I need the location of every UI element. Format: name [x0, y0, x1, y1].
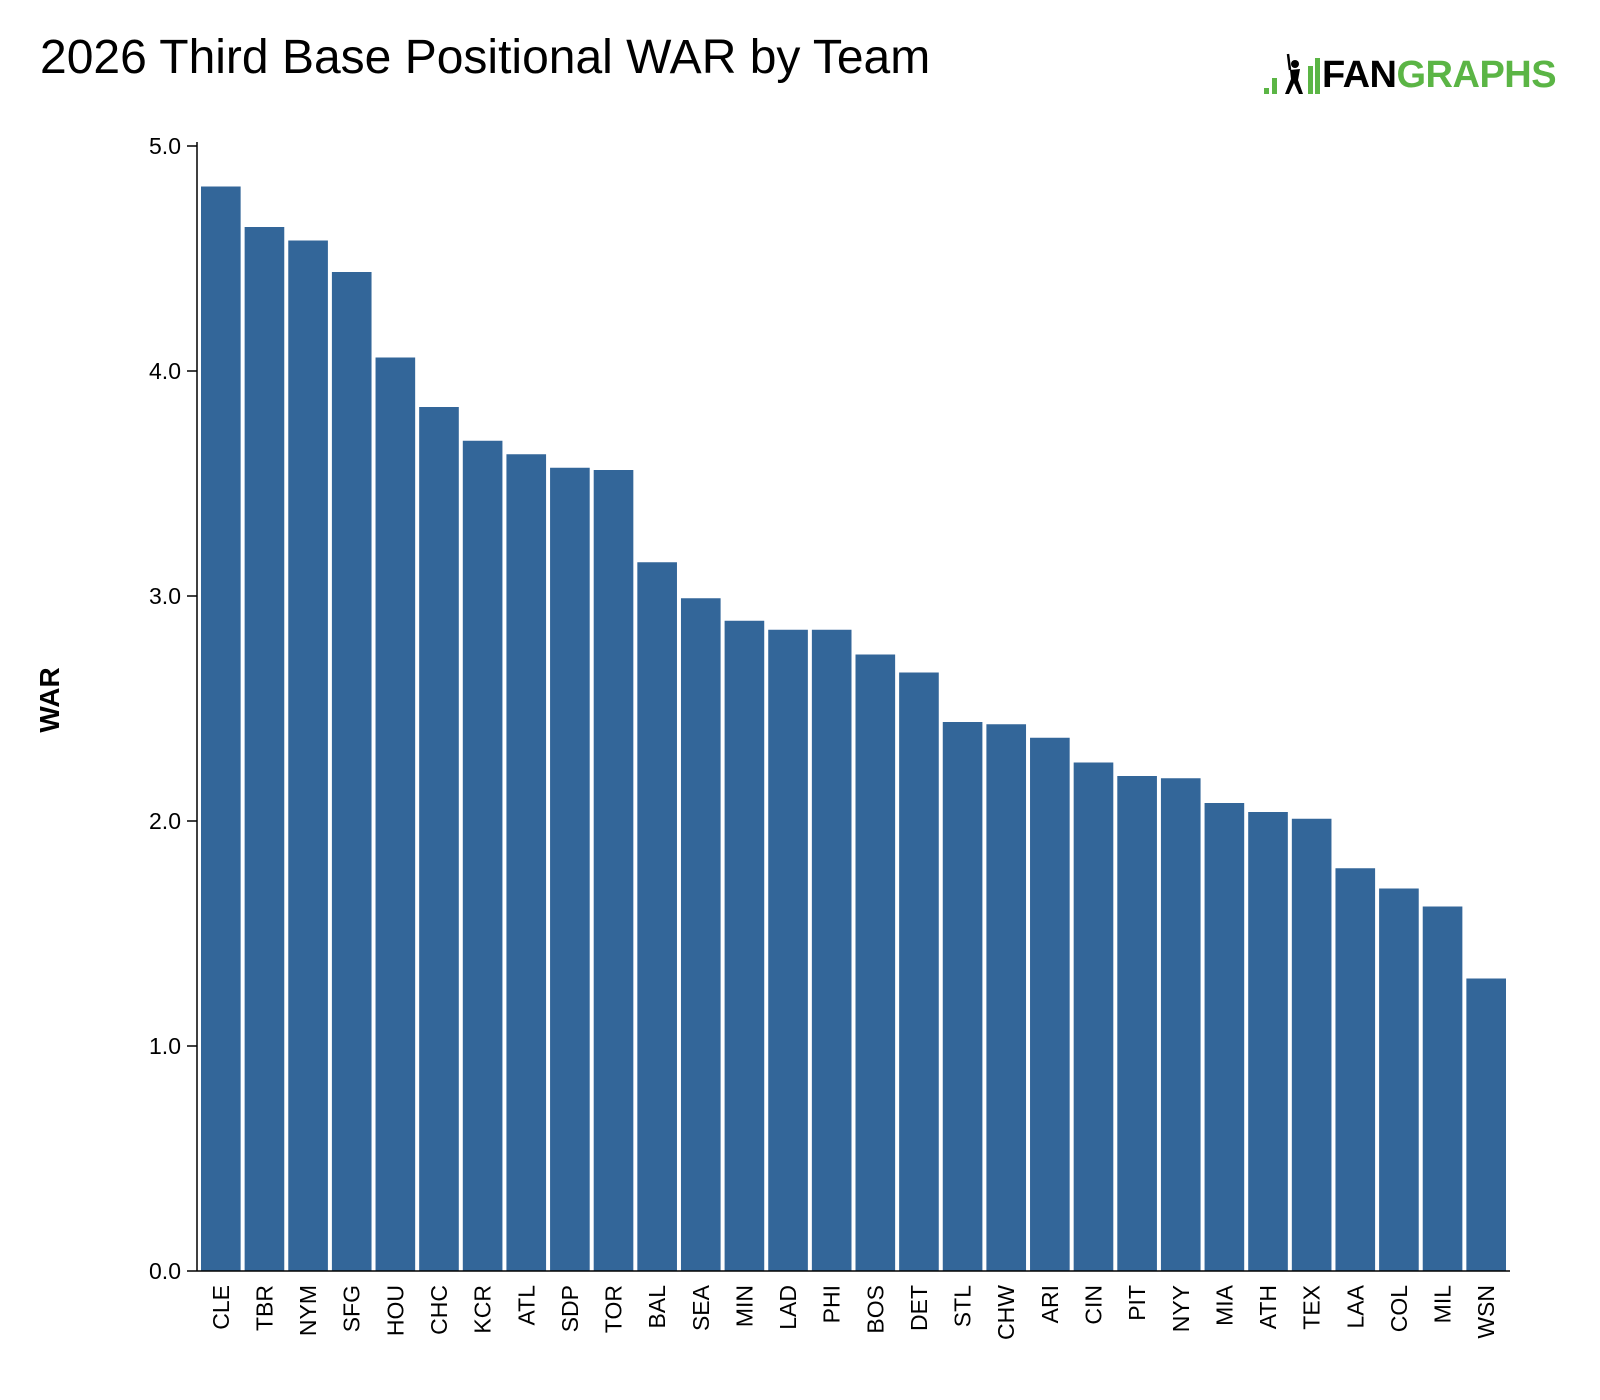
x-tick-label: MIN	[731, 1285, 757, 1327]
x-tick-label: LAD	[775, 1285, 801, 1330]
bar-sfg[interactable]	[331, 272, 372, 1271]
x-tick-label: COL	[1386, 1285, 1412, 1333]
x-tick-label: CHW	[993, 1285, 1019, 1340]
x-tick-label: CLE	[208, 1285, 234, 1330]
bar-tbr[interactable]	[244, 227, 285, 1271]
fangraphs-logo[interactable]: FAN GRAPHS	[1262, 52, 1557, 98]
bar-sea[interactable]	[680, 598, 721, 1271]
x-tick-label: NYM	[295, 1285, 321, 1336]
x-tick-label: HOU	[382, 1285, 408, 1336]
x-tick-label: BAL	[644, 1285, 670, 1329]
chart-title: 2026 Third Base Positional WAR by Team	[40, 31, 931, 84]
x-tick-label: ATL	[513, 1285, 539, 1326]
bar-cle[interactable]	[201, 186, 241, 1272]
bar-ath[interactable]	[1248, 812, 1288, 1271]
x-tick-label: SFG	[339, 1285, 365, 1332]
x-tick-label: NYY	[1168, 1285, 1194, 1332]
y-ticks-group: 0.0 1.0 2.0 3.0 4.0 5.0	[149, 133, 197, 1284]
y-tick-label: 0.0	[149, 1258, 181, 1284]
bar-hou[interactable]	[375, 357, 416, 1272]
x-tick-label: SEA	[688, 1284, 714, 1331]
bar-phi[interactable]	[811, 629, 852, 1271]
axes-group	[196, 142, 1510, 1272]
bar-bal[interactable]	[637, 562, 677, 1271]
x-tick-label: SDP	[557, 1285, 583, 1332]
bar-cin[interactable]	[1073, 762, 1114, 1272]
x-tick-label: KCR	[470, 1285, 496, 1334]
bar-tex[interactable]	[1291, 818, 1332, 1271]
x-ticks-group: CLE TBR NYM SFG HOU CHC KCR ATL SDP TOR BAL SEA MIN L…	[208, 1284, 1499, 1340]
bar-nym[interactable]	[288, 240, 328, 1272]
x-tick-label: WSN	[1473, 1285, 1499, 1339]
logo-text-graphs: GRAPHS	[1396, 53, 1557, 96]
batter-icon	[1264, 53, 1320, 94]
bar-min[interactable]	[724, 620, 765, 1271]
bar-chw[interactable]	[986, 724, 1027, 1271]
y-tick-label: 4.0	[149, 358, 181, 384]
y-tick-label: 2.0	[149, 808, 181, 834]
x-tick-label: TOR	[601, 1285, 627, 1333]
y-tick-label: 1.0	[149, 1033, 181, 1059]
logo-text-fan: FAN	[1322, 53, 1397, 96]
x-tick-label: TBR	[251, 1285, 277, 1331]
x-tick-label: CHC	[426, 1285, 452, 1335]
x-tick-label: PHI	[819, 1285, 845, 1323]
bar-wsn[interactable]	[1466, 978, 1506, 1272]
bars-group	[201, 186, 1506, 1272]
bar-sdp[interactable]	[550, 467, 590, 1271]
bar-tor[interactable]	[593, 470, 634, 1271]
bar-mia[interactable]	[1204, 803, 1245, 1271]
bar-bos[interactable]	[855, 654, 896, 1272]
x-tick-label: MIA	[1211, 1284, 1237, 1326]
x-tick-label: BOS	[862, 1285, 888, 1334]
bar-atl[interactable]	[506, 454, 547, 1271]
bar-chc[interactable]	[419, 407, 459, 1271]
bar-kcr[interactable]	[462, 440, 503, 1271]
x-tick-label: ARI	[1037, 1285, 1063, 1323]
bar-laa[interactable]	[1335, 868, 1376, 1271]
x-tick-label: CIN	[1080, 1285, 1106, 1325]
bar-col[interactable]	[1379, 888, 1419, 1272]
bar-mil[interactable]	[1422, 906, 1463, 1272]
bar-nyy[interactable]	[1160, 778, 1201, 1271]
x-tick-label: STL	[950, 1285, 976, 1327]
x-tick-label: TEX	[1299, 1285, 1325, 1330]
x-tick-label: PIT	[1124, 1285, 1150, 1321]
y-tick-label: 3.0	[149, 583, 181, 609]
y-tick-label: 5.0	[149, 133, 181, 159]
x-tick-label: DET	[906, 1285, 932, 1331]
x-tick-label: ATH	[1255, 1285, 1281, 1329]
bar-ari[interactable]	[1030, 737, 1070, 1271]
bar-det[interactable]	[899, 672, 939, 1272]
bar-lad[interactable]	[768, 629, 808, 1271]
bar-pit[interactable]	[1117, 776, 1157, 1271]
bar-stl[interactable]	[942, 722, 983, 1271]
x-tick-label: LAA	[1342, 1284, 1368, 1328]
x-tick-label: MIL	[1430, 1285, 1456, 1324]
